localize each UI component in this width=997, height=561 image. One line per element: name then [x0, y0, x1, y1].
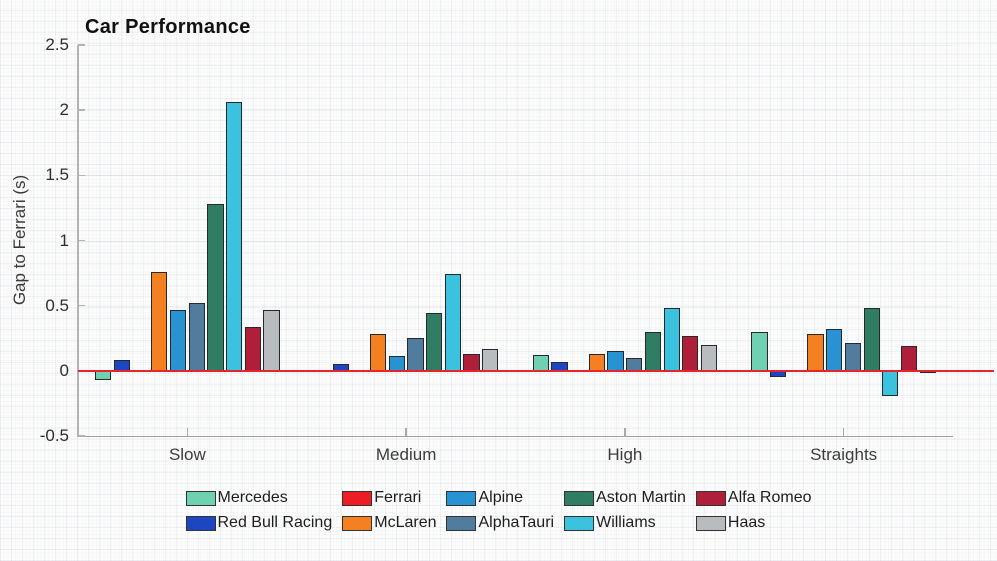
x-tick-mark	[186, 428, 189, 436]
bar-alphatauri	[188, 303, 205, 371]
bar-alpine	[826, 329, 843, 371]
y-tick-label: 1.5	[45, 165, 69, 185]
y-axis-line	[77, 45, 79, 436]
plot-area: 2.5 2 1.5 1 0.5 0 -0.5 Slow Medium High Straights	[40, 35, 953, 464]
legend-label: AlphaTauri	[478, 514, 555, 531]
bar-mclaren	[588, 353, 605, 371]
y-tick-mark	[78, 239, 85, 242]
legend-label: Mercedes	[217, 489, 288, 506]
legend-item-mclaren: McLaren	[342, 514, 436, 532]
bar-williams	[882, 370, 899, 396]
legend-label: Alfa Romeo	[727, 489, 812, 506]
legend-swatch	[342, 515, 373, 531]
y-gridline	[78, 110, 953, 112]
bar-group-straights	[734, 45, 953, 436]
legend-swatch	[342, 490, 373, 506]
legend-swatch	[185, 515, 216, 531]
legend-label: Red Bull Racing	[217, 514, 333, 531]
y-tick-label: 1	[59, 230, 69, 250]
x-tick-mark	[624, 428, 626, 436]
y-gridline	[78, 436, 953, 437]
bar-mercedes	[751, 331, 768, 371]
legend-swatch	[446, 490, 477, 506]
legend-swatch	[695, 515, 726, 531]
y-gridline	[78, 175, 953, 177]
legend-swatch	[185, 490, 216, 506]
bar-alfa-romeo	[900, 346, 918, 371]
y-tick-mark	[78, 435, 85, 437]
x-category-label: High	[607, 445, 643, 464]
legend-item-alfa-romeo: Alfa Romeo	[695, 489, 812, 507]
bar-group-high	[516, 45, 735, 436]
legend: Mercedes Ferrari Alpine Aston Martin Alfa Ro…	[185, 489, 812, 532]
legend-label: Alpine	[478, 489, 523, 506]
bar-williams	[663, 308, 680, 371]
legend-label: Williams	[596, 514, 656, 531]
bar-group-slow	[78, 45, 297, 436]
x-tick-mark	[405, 428, 407, 436]
legend-item-aston-martin: Aston Martin	[564, 489, 686, 507]
bar-group-medium	[297, 45, 516, 436]
legend-item-alphatauri: AlphaTauri	[446, 514, 554, 532]
bar-aston-martin	[644, 331, 662, 371]
bar-alfa-romeo	[682, 335, 699, 371]
bar-williams	[226, 102, 243, 371]
bar-aston-martin	[863, 308, 880, 371]
legend-swatch	[564, 515, 595, 531]
bar-alphatauri	[844, 343, 862, 371]
bar-williams	[444, 274, 461, 371]
x-axis-line	[77, 435, 953, 437]
bar-mclaren	[807, 334, 824, 371]
y-tick-mark	[78, 304, 85, 307]
bar-mclaren	[369, 334, 387, 371]
bar-mercedes	[95, 370, 112, 380]
legend-item-alpine: Alpine	[446, 489, 554, 507]
bar-alfa-romeo	[463, 353, 480, 371]
legend-item-red-bull-racing: Red Bull Racing	[185, 514, 333, 532]
x-category-label: Medium	[375, 445, 437, 464]
bar-alpine	[169, 309, 187, 371]
bar-alpine	[607, 351, 624, 371]
y-tick-mark	[78, 109, 85, 111]
legend-item-haas: Haas	[695, 514, 812, 532]
y-tick-label: 0	[59, 360, 69, 380]
bar-haas	[700, 344, 718, 371]
y-gridline	[78, 305, 953, 307]
y-tick-mark	[78, 174, 85, 177]
bar-haas	[263, 309, 280, 371]
y-tick-label: 2.5	[45, 35, 69, 54]
bar-alfa-romeo	[244, 326, 261, 371]
legend-swatch	[446, 515, 477, 531]
legend-label: Aston Martin	[596, 489, 686, 506]
bar-mclaren	[151, 271, 168, 371]
y-tick-label: 2	[59, 100, 69, 120]
legend-swatch	[564, 490, 595, 506]
legend-swatch	[695, 490, 726, 506]
legend-item-williams: Williams	[564, 514, 686, 532]
bar-mercedes	[532, 355, 549, 371]
y-tick-label: 0.5	[45, 295, 69, 315]
y-gridline	[78, 45, 953, 46]
bar-aston-martin	[426, 313, 443, 371]
x-category-label: Straights	[810, 445, 878, 464]
zero-reference-line	[78, 369, 994, 372]
y-tick-label: -0.5	[39, 426, 69, 445]
legend-label: Haas	[727, 514, 766, 531]
legend-label: McLaren	[374, 514, 437, 531]
bar-aston-martin	[207, 204, 224, 371]
y-tick-mark	[78, 44, 85, 46]
y-axis-title: Gap to Ferrari (s)	[10, 174, 29, 306]
chart-title: Car Performance	[85, 16, 251, 38]
legend-label: Ferrari	[374, 489, 422, 506]
x-category-label: Slow	[168, 445, 206, 464]
legend-item-ferrari: Ferrari	[342, 489, 436, 507]
bar-haas	[482, 348, 499, 371]
x-tick-mark	[842, 428, 845, 436]
bar-alphatauri	[407, 338, 424, 371]
legend-item-mercedes: Mercedes	[185, 489, 333, 507]
y-gridline	[78, 240, 953, 242]
bar-alpine	[388, 356, 405, 371]
